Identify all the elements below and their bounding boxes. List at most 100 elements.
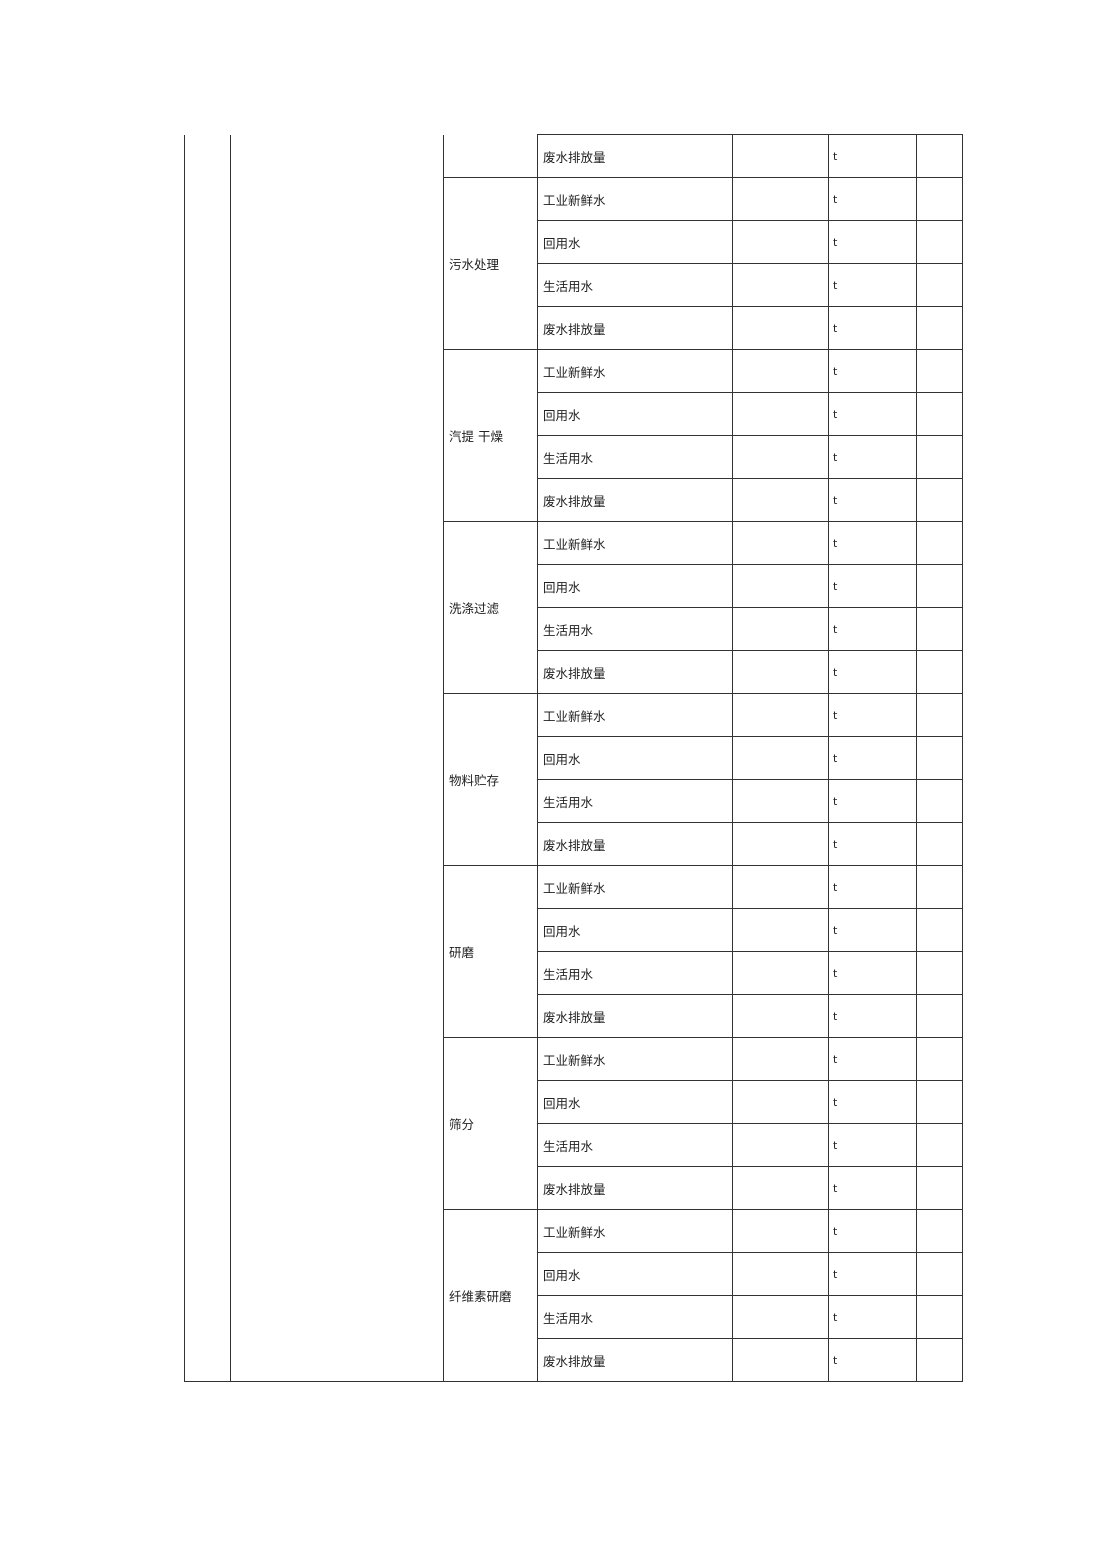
process-cell: 纤维素研磨: [443, 1209, 538, 1382]
unit-cell: t: [828, 1123, 917, 1167]
remark-cell: [916, 220, 963, 264]
table-row: 生活用水 t: [185, 1123, 963, 1167]
unit-cell: t: [828, 521, 917, 565]
unit-cell: t: [828, 908, 917, 952]
value-cell: [732, 1338, 829, 1382]
unit-cell: t: [828, 392, 917, 436]
unit-cell: t: [828, 1166, 917, 1210]
value-cell: [732, 478, 829, 522]
value-cell: [732, 779, 829, 823]
remark-cell: [916, 435, 963, 479]
unit-cell: t: [828, 478, 917, 522]
table-row: 废水排放量 t: [185, 650, 963, 694]
unit-cell: t: [828, 263, 917, 307]
unit-cell: t: [828, 564, 917, 608]
unit-cell: t: [828, 779, 917, 823]
table-row: 废水排放量 t: [185, 478, 963, 522]
item-cell: 生活用水: [537, 263, 733, 307]
table-row: 生活用水 t: [185, 951, 963, 995]
unit-cell: t: [828, 822, 917, 866]
item-cell: 废水排放量: [537, 134, 733, 178]
table-row: 回用水 t: [185, 564, 963, 608]
remark-cell: [916, 1295, 963, 1339]
item-cell: 回用水: [537, 392, 733, 436]
unit-cell: t: [828, 134, 917, 178]
remark-cell: [916, 1123, 963, 1167]
remark-cell: [916, 822, 963, 866]
remark-cell: [916, 1080, 963, 1124]
unit-cell: t: [828, 435, 917, 479]
item-cell: 生活用水: [537, 951, 733, 995]
value-cell: [732, 1209, 829, 1253]
unit-cell: t: [828, 177, 917, 221]
unit-cell: t: [828, 693, 917, 737]
item-cell: 回用水: [537, 220, 733, 264]
unit-cell: t: [828, 1295, 917, 1339]
item-cell: 工业新鲜水: [537, 349, 733, 393]
item-cell: 回用水: [537, 1252, 733, 1296]
item-cell: 工业新鲜水: [537, 693, 733, 737]
item-cell: 工业新鲜水: [537, 865, 733, 909]
value-cell: [732, 392, 829, 436]
table-row: 生活用水 t: [185, 1295, 963, 1339]
remark-cell: [916, 564, 963, 608]
remark-cell: [916, 951, 963, 995]
value-cell: [732, 134, 829, 178]
item-cell: 废水排放量: [537, 478, 733, 522]
unit-cell: t: [828, 1252, 917, 1296]
remark-cell: [916, 1037, 963, 1081]
category-cell: [230, 134, 444, 1382]
table-row: 废水排放量 t: [185, 1338, 963, 1382]
value-cell: [732, 263, 829, 307]
item-cell: 回用水: [537, 736, 733, 780]
remark-cell: [916, 134, 963, 178]
remark-cell: [916, 994, 963, 1038]
unit-cell: t: [828, 1338, 917, 1382]
item-cell: 生活用水: [537, 607, 733, 651]
unit-cell: t: [828, 349, 917, 393]
value-cell: [732, 349, 829, 393]
process-cell: 物料贮存: [443, 693, 538, 866]
value-cell: [732, 1037, 829, 1081]
process-cell: 筛分: [443, 1037, 538, 1210]
table-row: 废水排放量 t: [185, 822, 963, 866]
value-cell: [732, 650, 829, 694]
remark-cell: [916, 865, 963, 909]
process-cell: 污水处理: [443, 177, 538, 350]
table-row: 生活用水 t: [185, 607, 963, 651]
unit-cell: t: [828, 994, 917, 1038]
value-cell: [732, 736, 829, 780]
remark-cell: [916, 1252, 963, 1296]
value-cell: [732, 1080, 829, 1124]
remark-cell: [916, 263, 963, 307]
unit-cell: t: [828, 1037, 917, 1081]
unit-cell: t: [828, 1080, 917, 1124]
item-cell: 工业新鲜水: [537, 177, 733, 221]
value-cell: [732, 220, 829, 264]
remark-cell: [916, 1338, 963, 1382]
unit-cell: t: [828, 865, 917, 909]
value-cell: [732, 822, 829, 866]
item-cell: 废水排放量: [537, 822, 733, 866]
process-cell: 汽提 干燥: [443, 349, 538, 522]
item-cell: 废水排放量: [537, 994, 733, 1038]
table-row: 生活用水 t: [185, 263, 963, 307]
value-cell: [732, 521, 829, 565]
value-cell: [732, 607, 829, 651]
remark-cell: [916, 1166, 963, 1210]
value-cell: [732, 1123, 829, 1167]
item-cell: 生活用水: [537, 779, 733, 823]
value-cell: [732, 908, 829, 952]
unit-cell: t: [828, 306, 917, 350]
remark-cell: [916, 478, 963, 522]
value-cell: [732, 994, 829, 1038]
value-cell: [732, 177, 829, 221]
remark-cell: [916, 521, 963, 565]
table-row: 回用水 t: [185, 1252, 963, 1296]
remark-cell: [916, 349, 963, 393]
remark-cell: [916, 650, 963, 694]
item-cell: 废水排放量: [537, 650, 733, 694]
unit-cell: t: [828, 736, 917, 780]
remark-cell: [916, 779, 963, 823]
unit-cell: t: [828, 1209, 917, 1253]
